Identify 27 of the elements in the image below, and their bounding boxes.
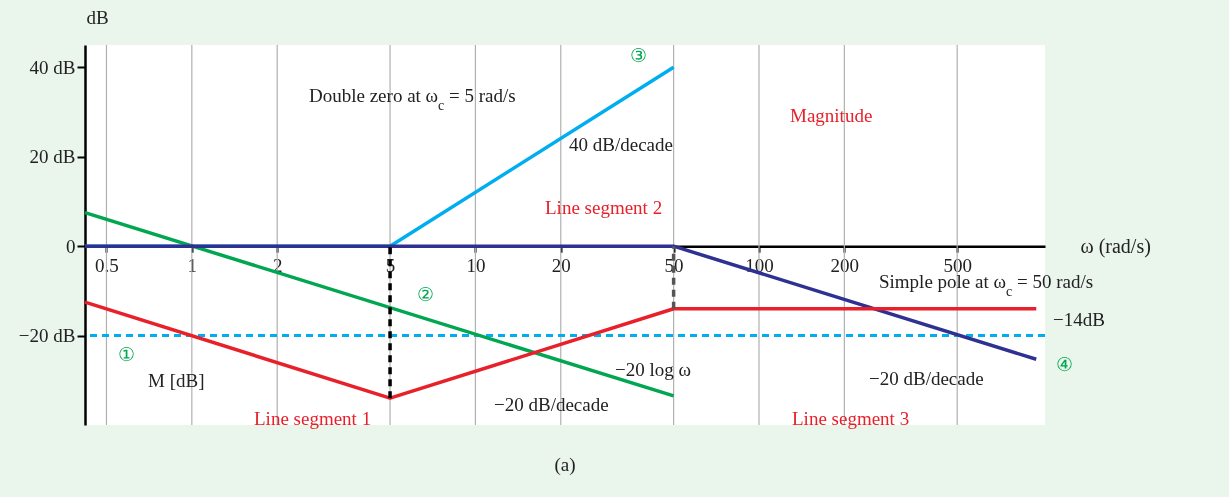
annotation: Line segment 2 [545, 197, 663, 218]
y-axis-title: dB [86, 6, 109, 28]
annotation: −20 dB/decade [494, 394, 609, 415]
y-tick-label: 0 [66, 235, 76, 257]
annotation: ② [417, 284, 434, 305]
annotation: Line segment 1 [254, 408, 372, 429]
y-tick-label: 20 dB [29, 146, 76, 168]
annotation: −20 log ω [615, 359, 691, 380]
annotation: Line segment 3 [792, 408, 910, 429]
x-tick-label: 200 [830, 254, 860, 276]
annotation: M [dB] [148, 370, 205, 391]
y-tick-label: −20 dB [18, 325, 76, 347]
annotation: ③ [630, 45, 647, 66]
annotation: 40 dB/decade [569, 134, 673, 155]
x-axis-title: ω (rad/s) [1080, 234, 1151, 258]
x-tick-label: 20 [551, 254, 571, 276]
annotation: −20 dB/decade [869, 368, 984, 389]
text: −14dB [1053, 309, 1105, 330]
text: (a) [554, 454, 576, 476]
annotation: Magnitude [790, 105, 873, 126]
x-tick-label: 1 [187, 254, 198, 276]
y-tick-label: 40 dB [29, 56, 76, 78]
annotation: Double zero at ω$_{c}$ = 5 rad/s [309, 85, 516, 113]
x-tick-label: 10 [466, 254, 486, 276]
annotation: ① [118, 344, 135, 365]
x-tick-label: 0.5 [95, 254, 119, 276]
text: ④ [1056, 354, 1073, 375]
